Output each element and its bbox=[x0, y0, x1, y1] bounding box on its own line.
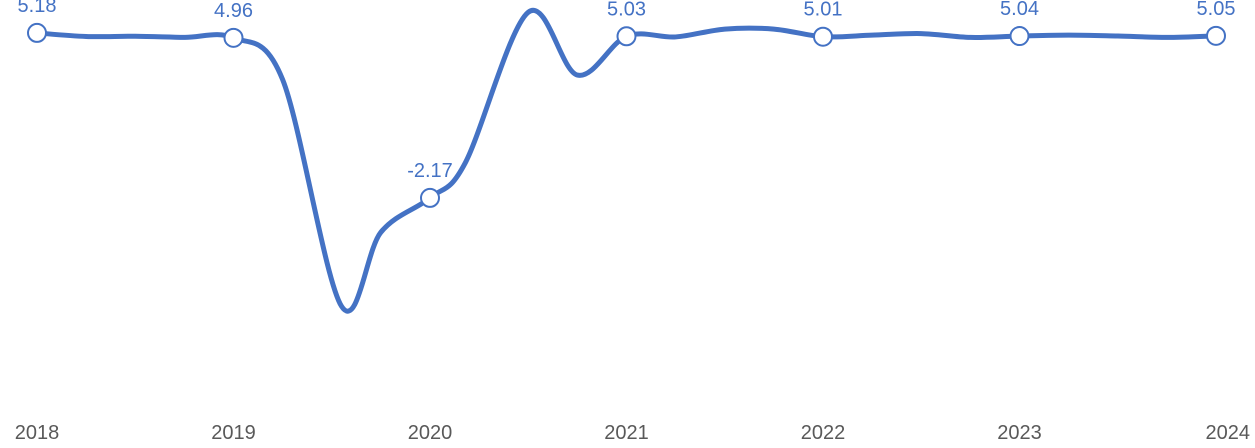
data-point-marker bbox=[813, 26, 833, 47]
data-label: 5.04 bbox=[1000, 0, 1039, 20]
x-tick-label: 2018 bbox=[15, 422, 60, 444]
plot-area: 5.18 4.96 -2.17 5.03 5.01 5.04 5.05 2018 2019 202… bbox=[15, 0, 1250, 444]
data-label: 5.03 bbox=[607, 0, 646, 20]
data-label: -2.17 bbox=[407, 160, 453, 182]
data-point-marker bbox=[27, 22, 47, 43]
data-label: 5.01 bbox=[804, 0, 843, 21]
data-point-marker bbox=[223, 27, 244, 48]
series-line bbox=[34, 7, 1219, 314]
data-point-marker bbox=[616, 26, 637, 47]
data-label: 5.18 bbox=[18, 0, 57, 17]
x-tick-label: 2023 bbox=[997, 422, 1042, 444]
x-tick-label: 2020 bbox=[408, 422, 453, 444]
data-point-marker bbox=[1206, 25, 1226, 46]
x-tick-label: 2022 bbox=[801, 422, 846, 444]
data-label: 5.05 bbox=[1197, 0, 1236, 20]
data-point-marker bbox=[1009, 26, 1030, 47]
data-label: 4.96 bbox=[214, 0, 253, 22]
x-tick-label: 2021 bbox=[604, 422, 649, 444]
data-point-marker bbox=[420, 187, 440, 208]
x-tick-label: 2024 bbox=[1206, 422, 1251, 444]
x-tick-label: 2019 bbox=[211, 422, 256, 444]
